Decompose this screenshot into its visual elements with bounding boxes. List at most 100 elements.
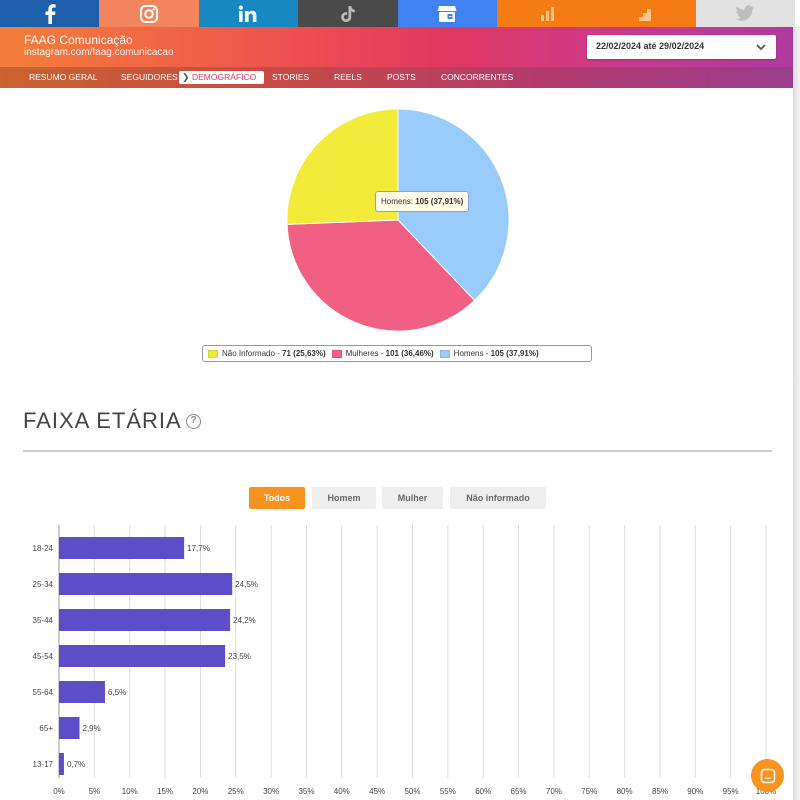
- x-tick-label: 0%: [53, 787, 65, 796]
- help-icon[interactable]: ?: [186, 414, 201, 429]
- tooltip-label: Homens:: [381, 197, 416, 206]
- legend-value: 105 (37,91%): [490, 349, 539, 358]
- pie-slice-mulheres[interactable]: [286, 219, 476, 332]
- social-tab-tiktok[interactable]: [298, 0, 398, 27]
- x-tick-label: 65%: [511, 787, 527, 796]
- section-title: FAIXA ETÁRIA: [23, 408, 182, 433]
- date-range-select[interactable]: 22/02/2024 até 29/02/2024: [587, 35, 776, 59]
- legend-item-nao-informado[interactable]: Não Informado - 71 (25,63%): [208, 349, 326, 358]
- legend-swatch: [439, 349, 450, 358]
- chevron-right-icon: ❯: [182, 72, 190, 82]
- social-tab-linkedin[interactable]: [198, 0, 299, 27]
- x-tick-label: 70%: [546, 787, 562, 796]
- nav-item-posts[interactable]: POSTS: [387, 72, 416, 82]
- filter-homem-button[interactable]: Homem: [312, 487, 376, 509]
- bar-data-label: 24,2%: [233, 616, 256, 625]
- legend-item-mulheres[interactable]: Mulheres - 101 (36,46%): [331, 349, 434, 358]
- x-tick-label: 90%: [687, 787, 703, 796]
- tooltip-value: 105 (37,91%): [415, 197, 464, 206]
- nav-item-resumo-geral[interactable]: RESUMO GERAL: [29, 72, 98, 82]
- bar-data-label: 2,9%: [83, 724, 101, 733]
- social-network-tabs: [0, 0, 795, 27]
- account-url[interactable]: instagram.com/faag.comunicacao: [24, 47, 174, 58]
- bar-45-54[interactable]: [59, 645, 226, 667]
- legend-swatch: [208, 349, 218, 358]
- bar-25-34[interactable]: [59, 573, 233, 595]
- x-tick-label: 15%: [157, 787, 173, 796]
- x-tick-label: 45%: [369, 787, 385, 796]
- twitter-icon: [735, 5, 755, 21]
- nav-item-seguidores[interactable]: SEGUIDORES: [121, 72, 178, 82]
- social-tab-analytics[interactable]: [496, 0, 597, 27]
- bar-55-64[interactable]: [59, 681, 105, 703]
- chat-button[interactable]: [751, 759, 784, 792]
- y-category-label: 18-24: [33, 544, 54, 553]
- divider: [23, 450, 772, 452]
- bar-13-17[interactable]: [59, 753, 64, 775]
- legend-value: 101 (36,46%): [385, 349, 434, 358]
- tiktok-icon: [341, 5, 355, 22]
- google-business-icon: [437, 5, 457, 22]
- analytics-icon: [540, 6, 554, 21]
- pie-legend: Não Informado - 71 (25,63%) Mulheres - 1…: [202, 345, 592, 362]
- nav-item-concorrentes[interactable]: CONCORRENTES: [441, 72, 514, 82]
- y-category-label: 45-54: [33, 652, 54, 661]
- y-category-label: 35-44: [33, 616, 54, 625]
- x-tick-label: 85%: [652, 787, 668, 796]
- y-category-label: 65+: [39, 724, 53, 733]
- social-tab-instagram[interactable]: [99, 0, 199, 27]
- social-tab-twitter[interactable]: [695, 0, 795, 27]
- x-tick-label: 60%: [475, 787, 491, 796]
- linkedin-icon: [239, 5, 257, 22]
- bar-18-24[interactable]: [59, 537, 185, 559]
- x-tick-label: 40%: [334, 787, 350, 796]
- section-nav: RESUMO GERAL SEGUIDORES ❯ DEMOGRÁFICO ST…: [0, 67, 795, 88]
- pie-slice-n-o-informado[interactable]: [286, 108, 399, 225]
- social-tab-facebook[interactable]: [0, 0, 100, 27]
- x-tick-label: 55%: [440, 787, 456, 796]
- filter-mulher-button[interactable]: Mulher: [382, 487, 443, 509]
- bar-35-44[interactable]: [59, 609, 231, 631]
- date-range-value: 22/02/2024 até 29/02/2024: [596, 41, 705, 51]
- legend-swatch: [331, 349, 342, 358]
- social-tab-steps[interactable]: [596, 0, 696, 27]
- legend-label: Não Informado: [222, 349, 275, 358]
- steps-icon: [638, 8, 651, 21]
- social-tab-google-business[interactable]: [397, 0, 497, 27]
- chat-icon: [760, 768, 775, 783]
- legend-label: Homens: [453, 349, 484, 358]
- nav-item-label: DEMOGRÁFICO: [192, 72, 257, 82]
- nav-item-stories[interactable]: STORIES: [272, 72, 310, 82]
- filter-todos-button[interactable]: Todos: [249, 487, 305, 509]
- nav-item-demografico[interactable]: ❯ DEMOGRÁFICO: [179, 71, 265, 84]
- bar-data-label: 6,5%: [108, 688, 126, 697]
- x-tick-label: 10%: [122, 787, 138, 796]
- x-tick-label: 75%: [581, 787, 597, 796]
- bar-65+[interactable]: [59, 717, 80, 739]
- bar-data-label: 23,5%: [228, 652, 251, 661]
- scrollbar-shadow: [793, 27, 800, 800]
- x-tick-label: 80%: [617, 787, 633, 796]
- legend-value: 71 (25,63%): [282, 349, 326, 358]
- instagram-icon: [140, 4, 159, 23]
- pie-tooltip: Homens: 105 (37,91%): [375, 191, 470, 212]
- x-tick-label: 35%: [298, 787, 314, 796]
- y-category-label: 55-64: [33, 688, 54, 697]
- y-category-label: 13-17: [33, 760, 54, 769]
- x-tick-label: 95%: [723, 787, 739, 796]
- nav-item-reels[interactable]: REELS: [334, 72, 362, 82]
- x-tick-label: 25%: [228, 787, 244, 796]
- bar-data-label: 17,7%: [187, 544, 210, 553]
- y-category-label: 25-34: [33, 580, 54, 589]
- gender-pie-chart: [286, 108, 510, 332]
- legend-item-homens[interactable]: Homens - 105 (37,91%): [439, 349, 539, 358]
- bar-data-label: 24,5%: [235, 580, 258, 589]
- facebook-icon: [45, 3, 56, 24]
- x-tick-label: 5%: [89, 787, 101, 796]
- account-name: FAAG Comunicação: [24, 33, 133, 47]
- legend-label: Mulheres: [345, 349, 379, 358]
- x-tick-label: 20%: [192, 787, 208, 796]
- age-bar-chart: 0% 5% 10% 15% 20% 25% 30% 35% 40% 45% 50% 55% 60% 65%…: [33, 525, 776, 796]
- filter-nao-informado-button[interactable]: Não informado: [450, 487, 546, 509]
- bar-data-label: 0,7%: [67, 760, 85, 769]
